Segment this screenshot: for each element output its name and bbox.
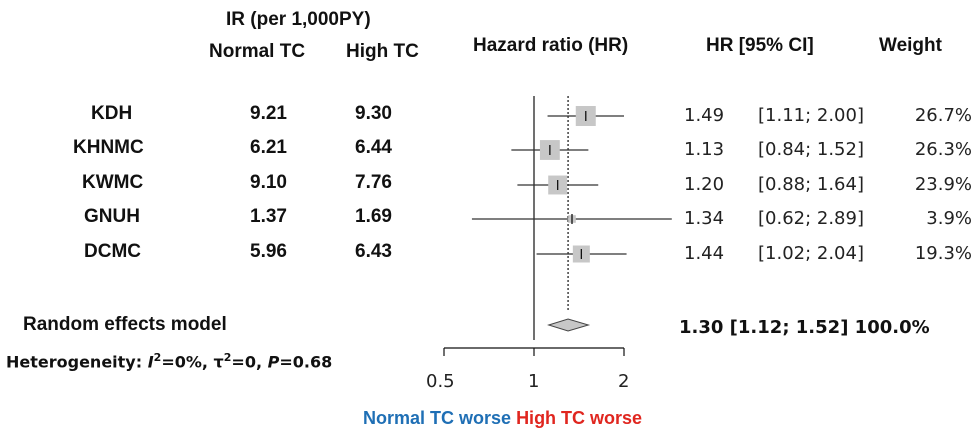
heterogeneity-text: Heterogeneity: I2=0%, τ2=0, P=0.68 [6,351,333,372]
normal-tc-worse-label: Normal TC worse [363,408,512,428]
x-tick-label: 0.5 [426,371,455,392]
pooled-estimate-text: 1.30 [1.12; 1.52] 100.0% [679,317,930,338]
ci-value: [0.88; 1.64] [758,174,864,195]
ci-value: [0.84; 1.52] [758,139,864,160]
ir-high-value: 6.43 [355,241,392,262]
hr-value: 1.20 [684,174,725,195]
weight-value: 19.3% [914,243,972,264]
random-effects-label: Random effects model [23,314,227,335]
study-name: DCMC [84,241,141,262]
hr-value: 1.13 [684,139,725,160]
x-tick-label: 2 [618,371,630,392]
x-tick-label: 1 [528,371,540,392]
weight-value: 3.9% [926,208,972,229]
ci-value: [1.11; 2.00] [758,105,864,126]
study-name: GNUH [84,206,140,227]
ci-value: [0.62; 2.89] [758,208,864,229]
ir-normal-value: 6.21 [250,137,287,158]
hr-value: 1.49 [684,105,725,126]
hr-value: 1.34 [684,208,725,229]
ir-high-value: 7.76 [355,172,392,193]
ir-header: IR (per 1,000PY) [226,9,371,30]
footer-labels: Normal TC worse High TC worse [363,408,642,429]
ir-high-value: 9.30 [355,103,392,124]
ir-high-value: 6.44 [355,137,392,158]
ir-normal-value: 9.21 [250,103,287,124]
ir-high-value: 1.69 [355,206,392,227]
weight-value: 23.9% [914,174,972,195]
ir-normal-value: 1.37 [250,206,287,227]
study-name: KHNMC [73,137,144,158]
weight-header: Weight [879,35,942,56]
weight-value: 26.7% [914,105,972,126]
hr-ci-header: HR [95% CI] [706,35,814,56]
pooled-diamond [547,318,591,332]
ir-normal-value: 9.10 [250,172,287,193]
hr-value: 1.44 [684,243,725,264]
study-name: KDH [91,103,133,124]
ci-value: [1.02; 2.04] [758,243,864,264]
ir-normal-value: 5.96 [250,241,287,262]
high-tc-header: High TC [346,41,419,62]
high-tc-worse-label: High TC worse [516,408,643,428]
normal-tc-header: Normal TC [209,41,306,62]
study-name: KWMC [82,172,144,193]
hazard-ratio-header: Hazard ratio (HR) [473,35,629,56]
weight-value: 26.3% [914,139,972,160]
